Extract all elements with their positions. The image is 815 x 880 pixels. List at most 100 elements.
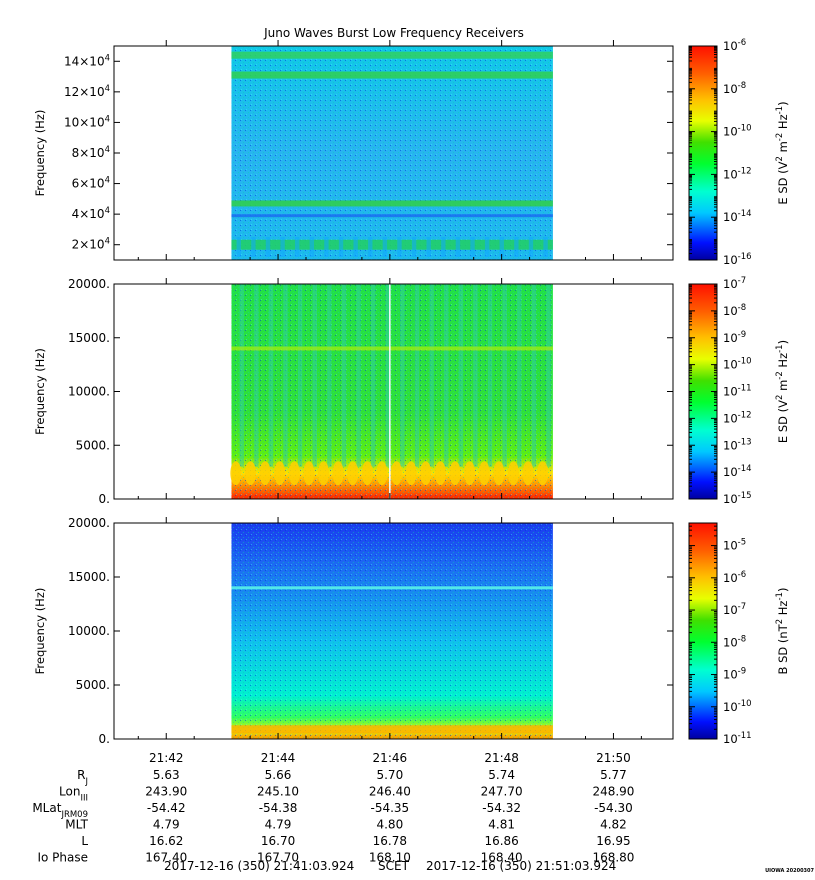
- periodic-notch: [528, 237, 534, 257]
- colorbar-bottom: 10-5 10-6 10-7 10-8 10-9 10-10 10-11 B SD (nT2 …: [688, 522, 790, 746]
- low-frequency-burst: [420, 461, 432, 486]
- ephemeris-row-label: L: [81, 834, 88, 848]
- low-frequency-burst: [522, 461, 534, 486]
- colorbar-label: E SD (V2 m-2 Hz-1): [775, 340, 790, 443]
- low-frequency-burst: [230, 461, 242, 486]
- colorbar-tick-label: 10-8: [723, 634, 746, 649]
- periodic-stripe: [487, 284, 493, 467]
- emission-band: [231, 214, 553, 218]
- periodic-notch: [499, 237, 504, 257]
- ephemeris-row-label: LonIII: [59, 785, 88, 804]
- low-frequency-burst: [391, 461, 403, 486]
- periodic-stripe: [400, 284, 405, 467]
- periodic-notch: [426, 237, 431, 257]
- emission-band: [231, 200, 553, 207]
- ephemeris-value: 16.95: [596, 834, 630, 848]
- ephemeris-value: 4.82: [600, 818, 627, 832]
- ephemeris-value: 168.40: [481, 851, 523, 865]
- ephemeris-value: 243.90: [145, 785, 187, 799]
- periodic-stripe: [297, 284, 303, 467]
- y-tick-label: 14×104: [64, 53, 110, 68]
- x-tick-label: 21:44: [261, 751, 296, 765]
- y-tick-label: 0.: [99, 732, 110, 746]
- periodic-stripe: [429, 284, 434, 467]
- periodic-notch: [251, 237, 256, 257]
- periodic-stripe: [546, 284, 551, 467]
- panel-middle: 0. 5000. 10000. 15000. 20000. Frequency (Hz) 1…: [33, 276, 790, 506]
- spectrogram-bottom: [231, 523, 553, 739]
- colorbar-tick-label: 10-8: [723, 303, 746, 318]
- colorbar-tick-label: 10-12: [723, 410, 752, 425]
- y-tick-label: 20000.: [68, 516, 110, 530]
- ephemeris-value: -54.30: [594, 801, 633, 815]
- spectrogram-texture: [231, 46, 553, 260]
- low-frequency-burst: [507, 461, 519, 486]
- y-axis-label: Frequency (Hz): [33, 110, 47, 197]
- y-tick-label: 5000.: [76, 438, 110, 452]
- ephemeris-value: 4.81: [488, 818, 515, 832]
- colorbar-tick-label: 10-13: [723, 437, 752, 452]
- y-tick-label: 2×104: [72, 237, 110, 252]
- y-tick-label: 4×104: [72, 206, 110, 221]
- emission-band: [231, 239, 553, 250]
- y-axis-label: Frequency (Hz): [33, 348, 47, 435]
- periodic-notch: [382, 237, 388, 257]
- colorbar-label: E SD (V2 m-2 Hz-1): [775, 101, 790, 204]
- credit-label: UIOWA 20200307: [765, 868, 814, 874]
- periodic-stripe: [268, 284, 274, 467]
- periodic-stripe: [239, 284, 244, 467]
- periodic-stripe: [458, 284, 464, 467]
- panel-top: 2×104 4×104 6×104 8×104 10×104 12×104 14×104 Fr…: [33, 38, 790, 267]
- low-frequency-burst: [317, 461, 330, 486]
- ephemeris-value: 167.70: [257, 851, 299, 865]
- periodic-notch: [309, 237, 315, 257]
- ephemeris-row-label: MLT: [65, 818, 88, 832]
- low-frequency-burst: [537, 461, 549, 486]
- periodic-notch: [411, 237, 417, 257]
- x-tick-label: 21:42: [149, 751, 184, 765]
- ephemeris-value: 168.10: [369, 851, 411, 865]
- periodic-notch: [441, 237, 446, 257]
- colorbar-tick-label: 10-15: [723, 491, 752, 506]
- x-tick-label: 21:50: [596, 751, 631, 765]
- emission-line: [231, 586, 553, 590]
- ephemeris-value: -54.42: [147, 801, 186, 815]
- ephemeris-value: 16.78: [373, 834, 407, 848]
- ephemeris-value: 5.74: [488, 768, 515, 782]
- periodic-stripe: [444, 284, 449, 467]
- ephemeris-value: -54.38: [259, 801, 298, 815]
- periodic-stripe: [370, 284, 376, 467]
- colorbar-tick-label: 10-7: [723, 602, 746, 617]
- periodic-notch: [455, 237, 461, 257]
- colorbar-tick-label: 10-10: [723, 357, 752, 372]
- periodic-stripe: [473, 284, 478, 467]
- periodic-notch: [484, 237, 490, 257]
- ephemeris-value: 168.80: [592, 851, 634, 865]
- low-frequency-burst: [361, 461, 373, 486]
- low-frequency-burst: [376, 461, 388, 486]
- spectrogram-middle: [230, 284, 553, 499]
- spectrogram-texture: [231, 523, 553, 739]
- ephemeris-value: 4.80: [376, 818, 403, 832]
- ephemeris-value: 4.79: [153, 818, 180, 832]
- x-tick-label: 21:48: [484, 751, 519, 765]
- periodic-notch: [265, 237, 271, 257]
- colorbar-tick-label: 10-7: [723, 276, 746, 291]
- ephemeris-value: 16.86: [484, 834, 518, 848]
- low-frequency-burst: [464, 461, 476, 486]
- y-tick-label: 10000.: [68, 385, 110, 399]
- y-axis-label: Frequency (Hz): [33, 588, 47, 675]
- periodic-notch: [368, 237, 373, 257]
- y-tick-label: 15000.: [68, 570, 110, 584]
- ephemeris-table: RJ 5.63 5.66 5.70 5.74 5.77 LonIII 243.90 245.10…: [32, 768, 634, 865]
- colorbar-tick-label: 10-14: [723, 209, 752, 224]
- ephemeris-value: 246.40: [369, 785, 411, 799]
- colorbar-tick-label: 10-9: [723, 330, 746, 345]
- colorbar-tick-label: 10-12: [723, 166, 752, 181]
- ephemeris-value: -54.32: [482, 801, 521, 815]
- panels: 2×104 4×104 6×104 8×104 10×104 12×104 14×104 Fr…: [33, 38, 790, 746]
- low-frequency-band: [231, 725, 553, 734]
- ephemeris-value: 16.70: [261, 834, 295, 848]
- y-tick-label: 10×104: [64, 114, 110, 129]
